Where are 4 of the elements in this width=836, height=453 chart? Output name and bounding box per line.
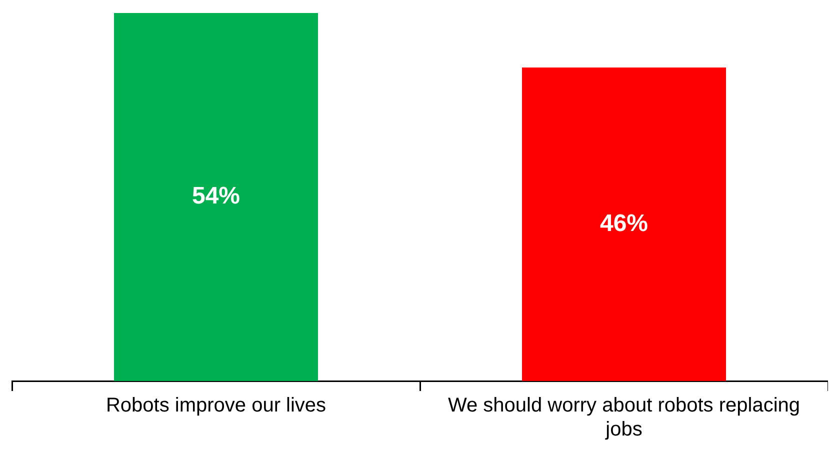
x-tick-label: We should worry about robots replacing jobs xyxy=(448,394,800,441)
data-label: 46% xyxy=(600,210,648,237)
x-tick-label: Robots improve our lives xyxy=(106,394,326,417)
data-label: 54% xyxy=(192,182,240,210)
